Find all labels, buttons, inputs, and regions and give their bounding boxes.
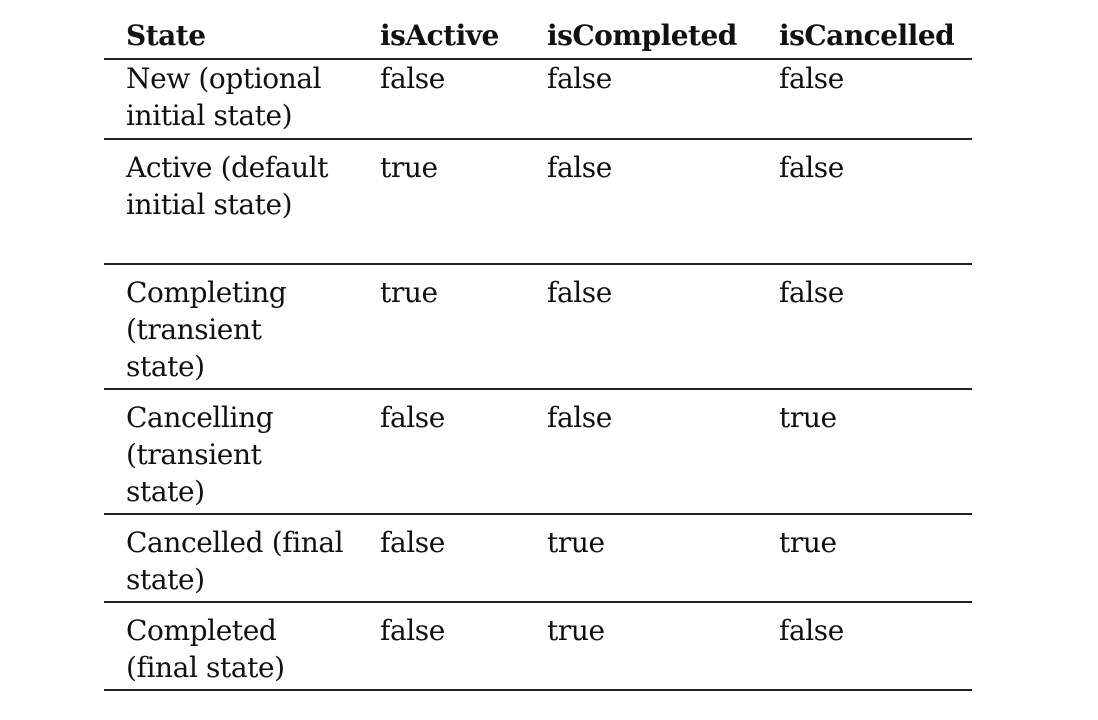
table-header-row: State isActive isCompleted isCancelled	[104, 14, 972, 60]
header-is-cancelled: isCancelled	[757, 14, 972, 60]
table-row: New (optional initial state) false false…	[104, 59, 972, 140]
header-state: State	[104, 14, 358, 60]
is-cancelled-cell: true	[757, 514, 972, 603]
state-cell: Cancelling (transient state)	[104, 389, 358, 515]
is-active-cell: false	[358, 602, 525, 691]
is-completed-cell: false	[525, 389, 757, 515]
state-table: State isActive isCompleted isCancelled N…	[104, 14, 972, 691]
is-completed-cell: false	[525, 59, 757, 140]
state-cell: New (optional initial state)	[104, 59, 358, 140]
is-active-cell: false	[358, 389, 525, 515]
is-completed-cell: true	[525, 514, 757, 603]
table-row: Completing (transient state) true false …	[104, 264, 972, 390]
table-row: Active (default initial state) true fals…	[104, 139, 972, 265]
table-row: Cancelling (transient state) false false…	[104, 389, 972, 515]
state-cell: Cancelled (final state)	[104, 514, 358, 603]
state-cell: Active (default initial state)	[104, 139, 358, 265]
is-completed-cell: false	[525, 264, 757, 390]
is-completed-cell: false	[525, 139, 757, 265]
is-cancelled-cell: false	[757, 264, 972, 390]
header-is-completed: isCompleted	[525, 14, 757, 60]
state-cell: Completing (transient state)	[104, 264, 358, 390]
is-cancelled-cell: false	[757, 602, 972, 691]
table-row: Completed (final state) false true false	[104, 602, 972, 691]
state-cell: Completed (final state)	[104, 602, 358, 691]
is-cancelled-cell: false	[757, 139, 972, 265]
table-row: Cancelled (final state) false true true	[104, 514, 972, 603]
is-cancelled-cell: true	[757, 389, 972, 515]
header-is-active: isActive	[358, 14, 525, 60]
is-active-cell: true	[358, 264, 525, 390]
is-cancelled-cell: false	[757, 59, 972, 140]
is-active-cell: false	[358, 514, 525, 603]
is-completed-cell: true	[525, 602, 757, 691]
is-active-cell: false	[358, 59, 525, 140]
is-active-cell: true	[358, 139, 525, 265]
